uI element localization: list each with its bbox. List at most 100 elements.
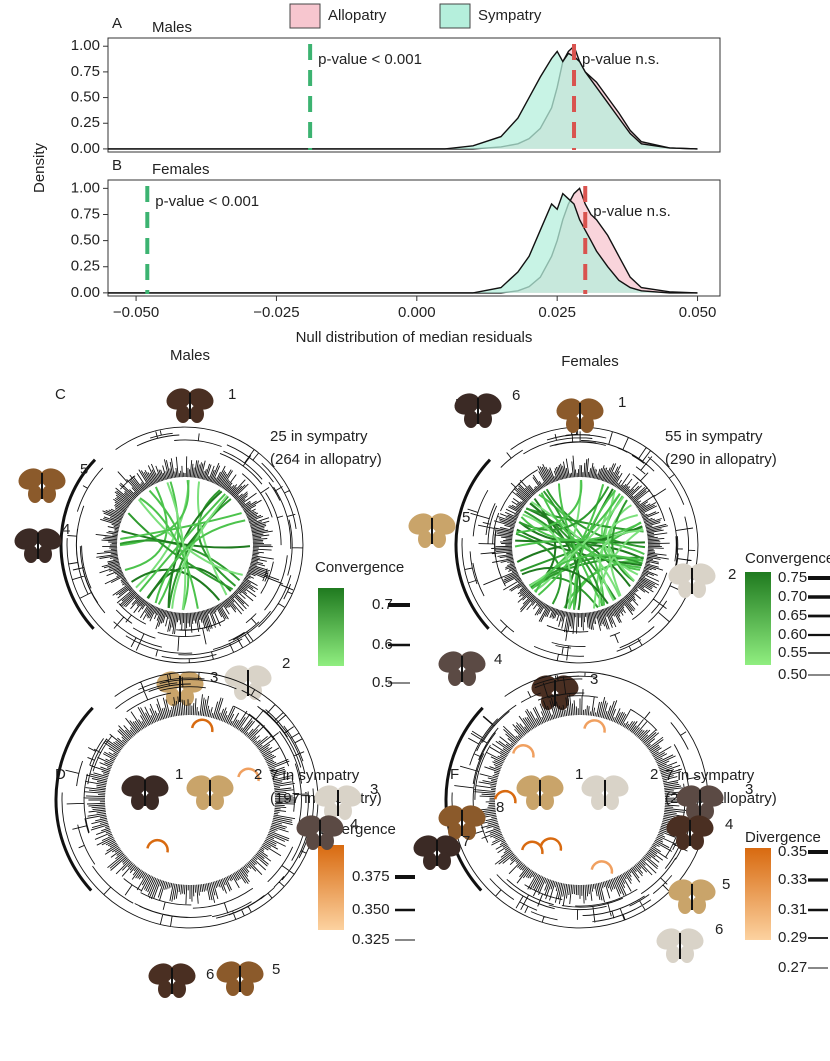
density-line	[108, 50, 698, 150]
legend-tick-label: 0.35	[778, 843, 807, 860]
legend-tick-label: 0.60	[778, 626, 807, 643]
butterfly-number: 8	[496, 799, 504, 816]
butterfly-icon	[216, 961, 264, 996]
wing	[690, 832, 704, 850]
convergence-link	[166, 482, 187, 611]
panel-letter: F	[450, 766, 459, 783]
legend-title: Divergence	[745, 829, 821, 846]
butterfly-number: 3	[370, 781, 378, 798]
wing	[18, 468, 44, 490]
legend-title: Convergence	[315, 559, 404, 576]
wing	[234, 682, 248, 700]
phylogeny	[451, 671, 709, 929]
wing	[121, 775, 147, 797]
legend-tick-label: 0.5	[372, 674, 393, 691]
column-title: Males	[170, 347, 210, 364]
wing	[460, 805, 486, 827]
legend-tick-label: 0.50	[778, 666, 807, 683]
legend-swatch	[439, 3, 471, 29]
butterfly-number: 6	[206, 966, 214, 983]
wing	[680, 945, 694, 963]
density-fill	[108, 51, 698, 149]
wing	[692, 896, 706, 914]
wing	[437, 852, 451, 870]
legend-tick-label: 0.325	[352, 931, 390, 948]
wing	[188, 388, 214, 410]
butterfly-number: 6	[512, 387, 520, 404]
sympatry-count: 25 in sympatry	[270, 428, 368, 445]
p-value-label: p-value n.s.	[593, 203, 671, 220]
clade-bar	[54, 706, 94, 892]
p-value-label: p-value < 0.001	[155, 193, 259, 210]
x-tick-label: 0.000	[398, 304, 436, 321]
p-value-label: p-value < 0.001	[318, 51, 422, 68]
wing	[336, 785, 362, 807]
y-tick-label: 0.50	[71, 232, 100, 249]
y-tick-label: 1.00	[71, 179, 100, 196]
wing	[656, 928, 682, 950]
wing	[678, 580, 692, 598]
wing	[28, 485, 42, 503]
convergence-link	[525, 507, 631, 587]
wing	[240, 978, 254, 996]
divergence-link	[493, 789, 517, 804]
tree-panel: C 25 in sympatry (264 in allopatry) Converg…	[14, 386, 410, 706]
wing	[170, 963, 196, 985]
legend-swatch	[289, 3, 321, 29]
panel-letter: A	[112, 15, 122, 32]
wing	[690, 563, 716, 585]
wing	[464, 410, 478, 428]
wing	[296, 815, 322, 837]
wing	[158, 980, 172, 998]
clade-bar	[444, 706, 484, 892]
butterfly-number: 1	[575, 766, 583, 783]
butterfly-icon	[656, 928, 704, 963]
convergence-link	[518, 486, 610, 531]
convergence-link	[534, 554, 644, 593]
tree-panel: E55 in sympatry(290 in allopatry)Converg…	[408, 387, 830, 710]
convergence-link	[530, 500, 621, 598]
wing	[540, 792, 554, 810]
convergence-link	[139, 497, 199, 609]
legend-colorbar	[318, 845, 344, 930]
y-tick-label: 0.00	[71, 140, 100, 157]
convergence-link	[515, 532, 562, 605]
wing	[42, 485, 56, 503]
wing	[216, 961, 242, 983]
clade-bar	[59, 458, 97, 630]
convergence-link	[598, 529, 644, 602]
wing	[676, 832, 690, 850]
legend-title: Convergence	[745, 550, 830, 567]
butterfly-icon	[14, 528, 62, 563]
convergence-link	[545, 488, 646, 549]
plot-area	[107, 179, 721, 297]
butterfly-number: 7	[462, 833, 470, 850]
butterfly-icon	[556, 398, 604, 433]
butterfly-icon	[516, 775, 564, 810]
convergence-link	[171, 495, 229, 609]
butterfly-number: 5	[462, 509, 470, 526]
wing	[538, 775, 564, 797]
legend-label: Sympatry	[478, 7, 542, 24]
legend-tick-label: 0.65	[778, 607, 807, 624]
wing	[435, 835, 461, 857]
x-tick-label: −0.050	[113, 304, 159, 321]
butterfly-icon	[676, 785, 724, 820]
wing	[38, 545, 52, 563]
x-tick-label: 0.050	[679, 304, 717, 321]
sympatry-count: 55 in sympatry	[665, 428, 763, 445]
wing	[423, 852, 437, 870]
legend-tick-label: 0.27	[778, 959, 807, 976]
wing	[145, 792, 159, 810]
x-tick-label: −0.025	[253, 304, 299, 321]
wing	[478, 410, 492, 428]
x-axis-label: Null distribution of median residuals	[296, 329, 533, 346]
wing	[556, 398, 582, 420]
divergence-link	[590, 860, 614, 874]
wing	[666, 815, 692, 837]
divergence-link	[583, 719, 606, 733]
wing	[306, 832, 320, 850]
legend-colorbar	[745, 848, 771, 940]
panel-letter: C	[55, 386, 66, 403]
wing	[320, 832, 334, 850]
